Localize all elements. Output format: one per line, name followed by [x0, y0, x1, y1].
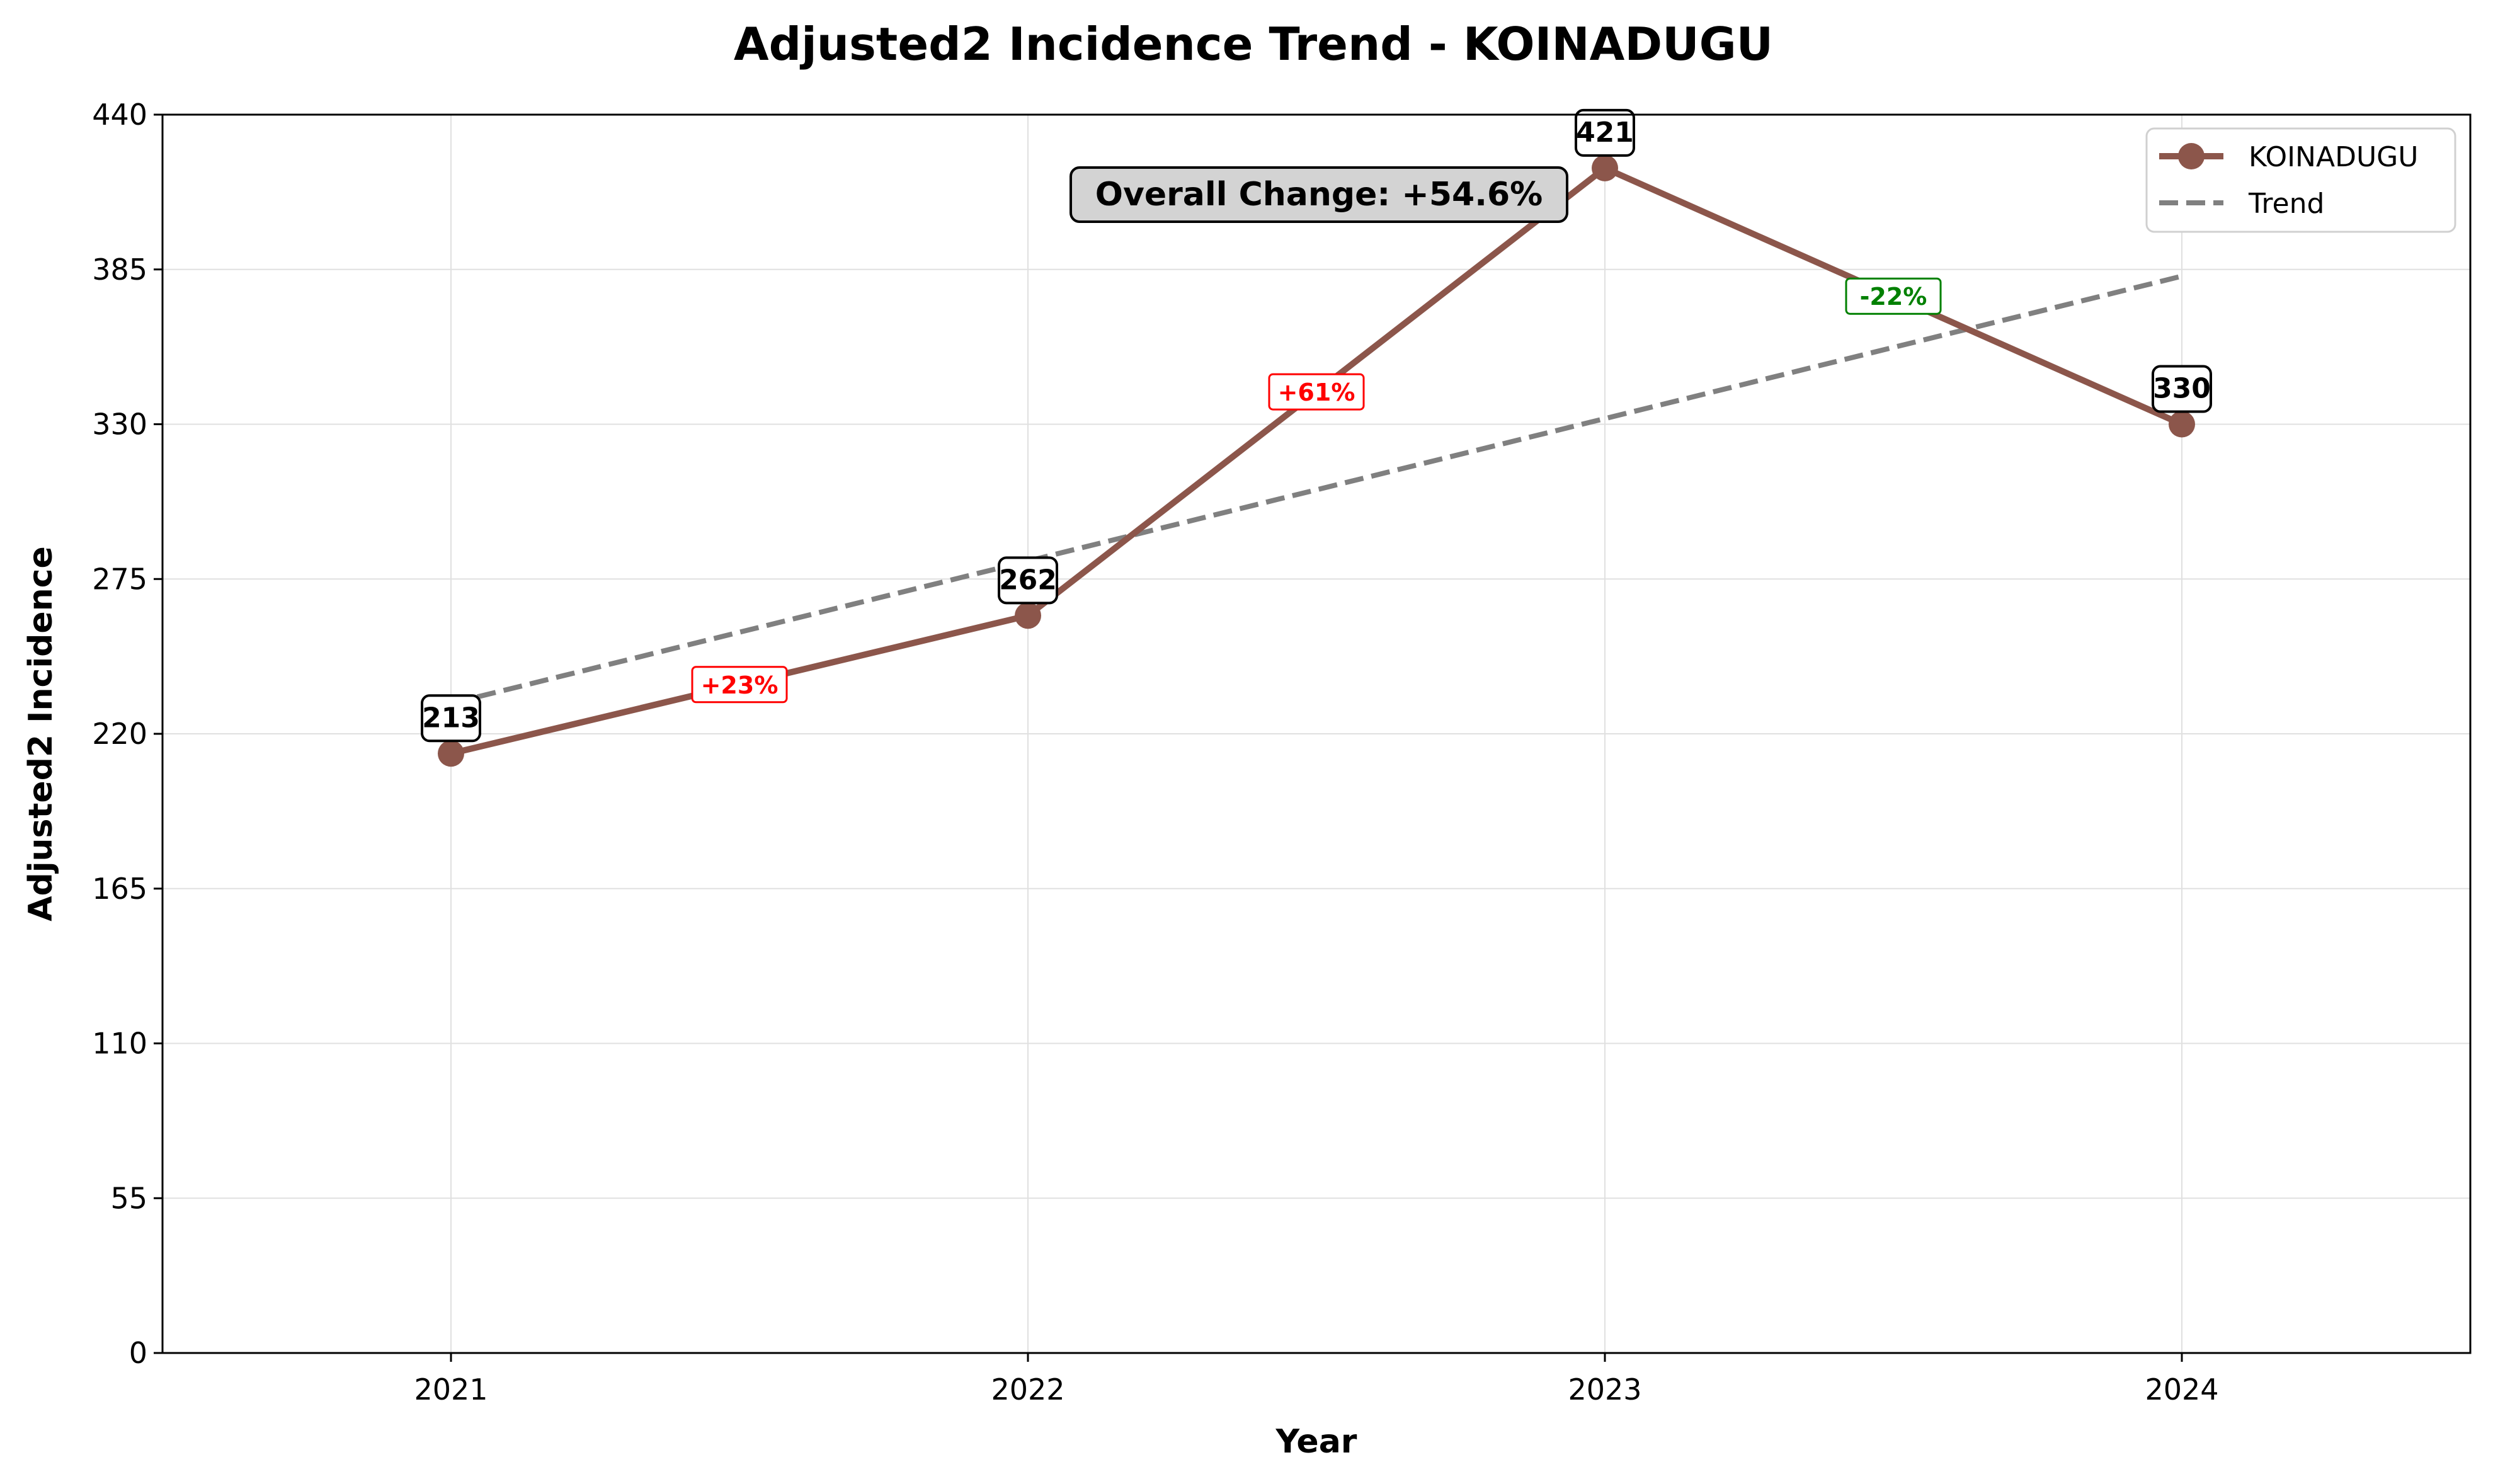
axes: 0 55 110 165 220 275 330 385 440 2021 2022 2023 2024 — [92, 98, 2218, 1407]
change-label-box — [691, 666, 788, 704]
x-tick-label: 2022 — [991, 1373, 1064, 1407]
value-label: 213 — [422, 702, 480, 734]
change-label-box — [1268, 373, 1365, 411]
trend-line-layer — [450, 273, 2182, 706]
legend-label-koinadugu: KOINADUGU — [2249, 141, 2418, 173]
y-tick-label: 330 — [92, 408, 147, 442]
overall-change-annotation: Overall Change: +54.6% — [1095, 176, 1543, 214]
data-point — [2169, 411, 2195, 438]
x-axis-label: Year — [1275, 1423, 1357, 1461]
y-tick-label: 165 — [92, 872, 147, 906]
chart-title: Adjusted2 Incidence Trend - KOINADUGU — [734, 18, 1773, 71]
x-tick-label: 2024 — [2145, 1373, 2218, 1407]
value-label: 421 — [1576, 117, 1634, 149]
label-layer: 213 262 421 330 +23% +61% -22% Overall Change: … — [421, 108, 2212, 743]
y-tick-label: 440 — [92, 98, 147, 132]
value-label: 330 — [2153, 373, 2211, 405]
change-label-box — [1845, 277, 1942, 315]
value-label-box — [421, 694, 481, 743]
value-label-box — [2152, 365, 2212, 413]
y-tick-label: 0 — [129, 1336, 147, 1370]
y-tick-label: 220 — [92, 717, 147, 751]
value-label-box — [998, 556, 1058, 605]
y-axis-label: Adjusted2 Incidence — [22, 546, 60, 922]
data-point — [438, 740, 464, 767]
trend-line — [450, 273, 2182, 706]
grid — [163, 114, 2470, 1354]
y-tick-label: 275 — [92, 562, 147, 596]
data-point — [1592, 154, 1618, 181]
value-label: 262 — [999, 564, 1057, 596]
legend-box — [2145, 127, 2456, 233]
y-tick-label: 55 — [110, 1181, 147, 1215]
x-tick-label: 2023 — [1568, 1373, 1641, 1407]
value-label-box — [1575, 108, 1635, 157]
koinadugu-line — [450, 164, 2184, 757]
overall-change-box — [1070, 166, 1568, 223]
legend: KOINADUGU Trend — [2145, 127, 2456, 233]
change-label: +23% — [701, 671, 779, 699]
change-label: -22% — [1860, 283, 1927, 311]
x-tick-label: 2021 — [414, 1373, 488, 1407]
legend-label-trend: Trend — [2248, 188, 2324, 220]
y-tick-label: 385 — [92, 253, 147, 287]
y-tick-label: 110 — [92, 1027, 147, 1061]
data-point — [1015, 602, 1041, 629]
legend-marker-koinadugu — [2178, 143, 2205, 169]
change-label: +61% — [1278, 379, 1355, 406]
